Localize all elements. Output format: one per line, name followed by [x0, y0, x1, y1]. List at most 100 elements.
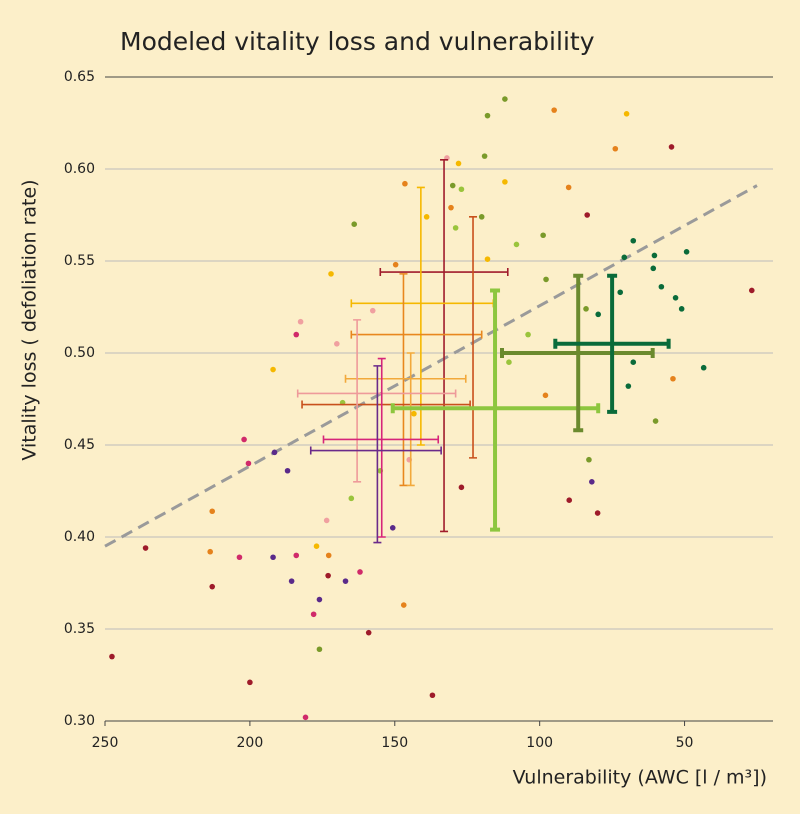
x-tick-label: 100: [526, 735, 553, 751]
point: [288, 578, 295, 584]
point: [650, 265, 657, 272]
point: [293, 331, 300, 338]
point: [506, 359, 512, 366]
chart-title: Modeled vitality loss and vulnerability: [120, 27, 595, 56]
point: [630, 359, 637, 366]
point: [513, 241, 520, 248]
point: [297, 318, 304, 325]
point: [452, 225, 459, 231]
point: [209, 508, 216, 515]
point: [484, 256, 491, 262]
point: [271, 449, 278, 456]
point: [652, 418, 659, 424]
x-tick-label: 50: [676, 735, 694, 751]
point: [700, 364, 707, 371]
y-tick-label: 0.30: [64, 713, 95, 729]
error-bar-y: [373, 365, 382, 544]
error-bar-x: [344, 374, 467, 383]
point: [481, 153, 488, 159]
point: [502, 96, 508, 102]
point: [270, 554, 276, 561]
x-axis-label: Vulnerability (AWC [l / m³]): [513, 767, 767, 789]
point: [589, 479, 595, 485]
error-bar-y: [607, 273, 618, 414]
error-bar-x: [309, 446, 442, 455]
point: [389, 525, 396, 531]
point: [595, 311, 602, 318]
point: [302, 714, 309, 721]
y-tick-label: 0.50: [64, 345, 95, 361]
point: [502, 179, 508, 185]
y-tick-label: 0.40: [64, 529, 95, 545]
point: [207, 548, 213, 555]
point: [400, 602, 407, 608]
point: [357, 569, 363, 575]
point: [328, 271, 334, 277]
error-bar-y: [353, 319, 362, 483]
point: [455, 160, 462, 167]
point: [458, 484, 465, 491]
point: [748, 287, 755, 294]
point: [630, 237, 637, 244]
point: [392, 261, 399, 268]
point: [612, 145, 619, 152]
point: [236, 554, 243, 561]
point: [323, 517, 330, 524]
point: [316, 646, 323, 653]
point: [583, 306, 589, 312]
point: [651, 252, 658, 259]
point: [241, 436, 247, 443]
point: [369, 307, 376, 314]
point: [484, 112, 491, 119]
point: [623, 111, 630, 117]
point: [109, 653, 115, 660]
point: [423, 214, 430, 220]
point: [209, 583, 216, 590]
point: [325, 552, 332, 559]
point: [245, 460, 252, 467]
point: [478, 214, 485, 220]
point: [458, 186, 465, 193]
point: [429, 692, 436, 699]
point: [342, 578, 349, 584]
point: [448, 204, 454, 211]
point: [617, 289, 624, 296]
point: [525, 331, 531, 338]
y-tick-label: 0.35: [64, 621, 95, 637]
point: [594, 510, 601, 516]
point: [293, 552, 300, 559]
point: [586, 456, 592, 463]
point: [142, 545, 149, 551]
error-bar-y: [469, 216, 478, 459]
point: [348, 495, 355, 502]
point: [551, 107, 557, 113]
point: [621, 254, 628, 261]
point: [334, 341, 340, 347]
point: [584, 212, 590, 218]
y-tick-label: 0.60: [64, 161, 95, 177]
x-tick-label: 150: [381, 735, 408, 751]
x-tick-label: 250: [92, 735, 119, 751]
y-tick-label: 0.55: [64, 253, 95, 269]
error-bar-x: [322, 435, 440, 444]
point: [672, 295, 679, 301]
error-bar-y: [377, 357, 386, 538]
point: [678, 306, 685, 312]
point: [449, 182, 456, 189]
point: [351, 221, 358, 227]
trend-line: [104, 184, 758, 548]
point: [542, 392, 549, 399]
point: [683, 249, 690, 255]
error-bar-y: [440, 159, 449, 533]
point: [668, 144, 675, 150]
point: [411, 410, 417, 417]
x-tick-label: 200: [237, 735, 264, 751]
point: [316, 596, 323, 603]
point: [313, 543, 320, 549]
y-axis-label: Vitality loss ( defoliation rate): [19, 179, 41, 460]
point: [625, 383, 632, 389]
point: [284, 467, 291, 474]
point: [402, 180, 408, 187]
point: [365, 629, 372, 636]
